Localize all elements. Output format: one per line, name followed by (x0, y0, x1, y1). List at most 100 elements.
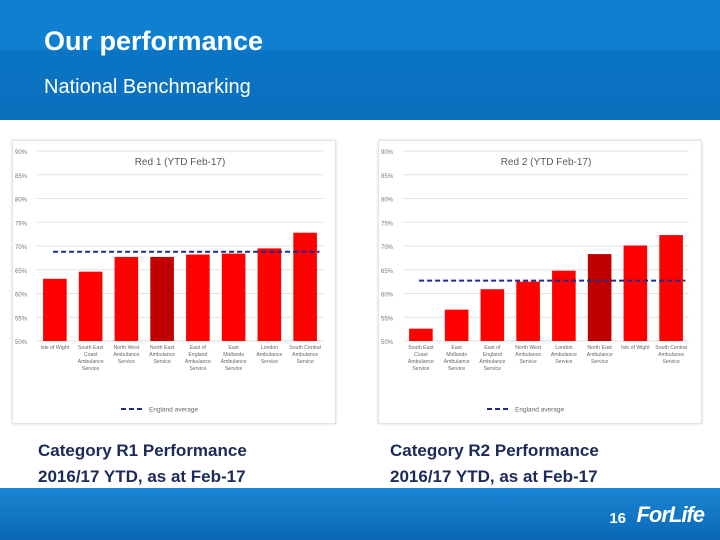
y-tick-label: 90% (15, 150, 28, 156)
x-tick-label: Ambulance (515, 352, 541, 358)
caption-r1-line2: 2016/17 YTD, as at Feb-17 (38, 467, 246, 486)
y-tick-label: 60% (15, 293, 28, 299)
bar (480, 289, 505, 341)
x-tick-label: Service (118, 359, 135, 365)
x-tick-label: Ambulance (185, 359, 211, 365)
caption-r2: Category R2 Performance 2016/17 YTD, as … (390, 438, 599, 490)
x-tick-label: Ambulance (587, 352, 613, 358)
bar (444, 309, 469, 341)
bar (221, 253, 246, 341)
chart-panel-r1: 90% 85% 80% 75% 70% 65% 60% 55% 50% Red 1 (YTD Fe… (12, 140, 336, 424)
bar (257, 248, 282, 341)
footer-bar: 16 ForLife (0, 488, 720, 540)
bar (78, 271, 103, 341)
y-tick-label: 85% (381, 174, 394, 180)
x-tick-label: South Central (289, 345, 321, 351)
header-band (0, 0, 720, 50)
y-tick-label: 50% (15, 340, 28, 346)
chart-r1: 90% 85% 80% 75% 70% 65% 60% 55% 50% Red 1 (YTD Fe… (15, 150, 323, 414)
y-tick-label: 70% (15, 245, 28, 251)
chart-r2: 90% 85% 80% 75% 70% 65% 60% 55% 50% Red 2 (YTD Fe… (381, 150, 689, 414)
x-tick-label: North East (587, 345, 612, 351)
y-tick-label: 90% (381, 150, 394, 156)
forlife-logo: ForLife (636, 502, 705, 527)
bar (409, 328, 433, 341)
x-tick-label: North West (113, 345, 139, 351)
bar (43, 278, 67, 341)
chart-title: Red 2 (YTD Feb-17) (501, 157, 592, 168)
bar (552, 270, 576, 341)
legend-label: England average (149, 407, 199, 414)
caption-r1: Category R1 Performance 2016/17 YTD, as … (38, 438, 247, 490)
caption-r1-line1: Category R1 Performance (38, 441, 247, 460)
y-tick-label: 65% (15, 269, 28, 275)
bar (587, 254, 612, 341)
bar (114, 256, 139, 341)
y-tick-label: 75% (381, 221, 394, 227)
x-tick-label: Service (662, 359, 679, 365)
bar (150, 256, 174, 341)
x-tick-label: East of (484, 345, 501, 351)
x-tick-label: Service (555, 359, 572, 365)
x-tick-label: Ambulance (292, 352, 318, 358)
y-tick-label: 50% (381, 340, 394, 346)
y-tick-label: 75% (15, 221, 28, 227)
y-tick-label: 80% (15, 198, 28, 204)
chart-title: Red 1 (YTD Feb-17) (135, 157, 226, 168)
bar (516, 281, 540, 341)
x-tick-label: Ambulance (256, 352, 282, 358)
y-tick-label: 65% (381, 269, 394, 275)
x-tick-label: South Central (655, 345, 687, 351)
y-tick-label: 85% (15, 174, 28, 180)
x-tick-label: London (555, 345, 572, 351)
x-tick-label: Service (189, 366, 206, 372)
x-tick-label: Service (82, 366, 99, 372)
x-tick-label: Ambulance (78, 359, 104, 365)
x-tick-label: Service (153, 359, 170, 365)
x-tick-label: North West (515, 345, 541, 351)
y-tick-label: 55% (15, 316, 28, 322)
x-tick-label: Isle of Wight (621, 345, 650, 351)
x-tick-label: Ambulance (444, 359, 470, 365)
bar (659, 235, 683, 341)
x-tick-label: Coast (414, 352, 428, 358)
x-tick-label: South East (78, 345, 104, 351)
y-tick-label: 70% (381, 245, 394, 251)
y-tick-label: 80% (381, 198, 394, 204)
x-tick-label: North East (150, 345, 175, 351)
page-subtitle: National Benchmarking (44, 76, 251, 98)
x-tick-label: Midlands (223, 352, 244, 358)
legend-label: England average (515, 407, 565, 414)
x-tick-label: Isle of Wight (41, 345, 70, 351)
x-tick-label: Ambulance (221, 359, 247, 365)
x-tick-label: East (228, 345, 239, 351)
x-tick-label: England (483, 352, 502, 358)
x-tick-label: East of (190, 345, 207, 351)
x-tick-label: Service (225, 366, 242, 372)
page-title: Our performance (44, 26, 264, 56)
bar (293, 232, 317, 341)
x-tick-label: London (261, 345, 278, 351)
chart-panel-r2: 90% 85% 80% 75% 70% 65% 60% 55% 50% Red 2 (YTD Fe… (378, 140, 702, 424)
x-tick-label: Ambulance (408, 359, 434, 365)
x-tick-label: East (451, 345, 462, 351)
y-tick-label: 60% (381, 293, 394, 299)
x-tick-label: England (188, 352, 207, 358)
x-tick-label: Service (412, 366, 429, 372)
x-tick-label: Ambulance (479, 359, 505, 365)
x-tick-label: Service (296, 359, 313, 365)
header-banner: Our performance National Benchmarking (0, 0, 720, 120)
x-tick-label: Service (519, 359, 536, 365)
x-tick-label: Service (591, 359, 608, 365)
x-tick-label: Ambulance (113, 352, 139, 358)
x-tick-label: Ambulance (551, 352, 577, 358)
x-tick-label: South East (408, 345, 434, 351)
bar (623, 245, 648, 341)
caption-r2-line1: Category R2 Performance (390, 441, 599, 460)
x-tick-label: Coast (84, 352, 98, 358)
caption-r2-line2: 2016/17 YTD, as at Feb-17 (390, 467, 598, 486)
y-tick-label: 55% (381, 316, 394, 322)
bar (186, 254, 210, 341)
x-tick-label: Midlands (446, 352, 467, 358)
x-tick-label: Service (448, 366, 465, 372)
